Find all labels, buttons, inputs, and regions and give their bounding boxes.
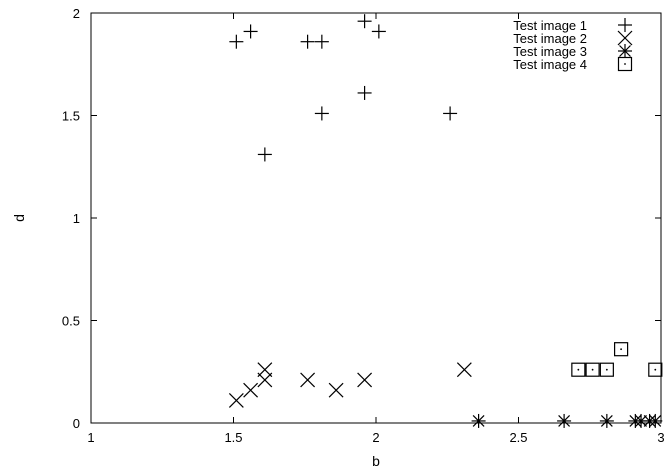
data-point-star — [600, 414, 614, 428]
series-cross — [229, 363, 471, 408]
legend-marker-star — [618, 44, 632, 58]
data-point-plus — [372, 24, 386, 38]
data-point-cross — [358, 373, 372, 387]
x-axis-label: b — [372, 453, 380, 469]
data-point-dotted-square — [615, 343, 628, 356]
x-tick-label: 3 — [657, 430, 664, 445]
data-point-star — [472, 414, 486, 428]
data-point-cross — [329, 383, 343, 397]
axis-ticks — [91, 13, 661, 423]
data-points — [229, 14, 662, 428]
y-tick-label: 1 — [73, 211, 80, 226]
data-point-dotted-square — [586, 363, 599, 376]
data-point-plus — [443, 106, 457, 120]
legend-label: Test image 4 — [513, 57, 587, 72]
data-point-plus — [315, 35, 329, 49]
legend-marker-dotted-square — [619, 58, 632, 71]
data-point-plus — [229, 35, 243, 49]
series-plus — [229, 14, 457, 161]
data-point-dotted-square — [572, 363, 585, 376]
data-point-star — [648, 414, 662, 428]
data-point-plus — [258, 147, 272, 161]
y-tick-label: 2 — [73, 6, 80, 21]
data-point-star — [557, 414, 571, 428]
y-tick-label: 0 — [73, 416, 80, 431]
data-point-plus — [358, 86, 372, 100]
y-tick-label: 1.5 — [62, 109, 80, 124]
data-point-plus — [315, 106, 329, 120]
data-point-dotted-square — [649, 363, 662, 376]
data-point-cross — [301, 373, 315, 387]
data-point-cross — [258, 363, 272, 377]
x-tick-label: 2 — [372, 430, 379, 445]
x-tick-label: 2.5 — [509, 430, 527, 445]
series-dotted-square — [572, 343, 662, 377]
data-point-cross — [457, 363, 471, 377]
y-axis-label: d — [11, 214, 27, 222]
data-point-plus — [358, 14, 372, 28]
y-tick-label: 0.5 — [62, 314, 80, 329]
data-point-plus — [301, 35, 315, 49]
legend-marker-plus — [618, 18, 632, 32]
x-tick-label: 1.5 — [224, 430, 242, 445]
data-point-dotted-square — [600, 363, 613, 376]
plot-frame — [91, 13, 661, 423]
data-point-plus — [244, 24, 258, 38]
legend-marker-cross — [618, 31, 632, 45]
x-tick-label: 1 — [87, 430, 94, 445]
series-star — [472, 414, 663, 428]
data-point-cross — [244, 383, 258, 397]
data-point-cross — [229, 393, 243, 407]
